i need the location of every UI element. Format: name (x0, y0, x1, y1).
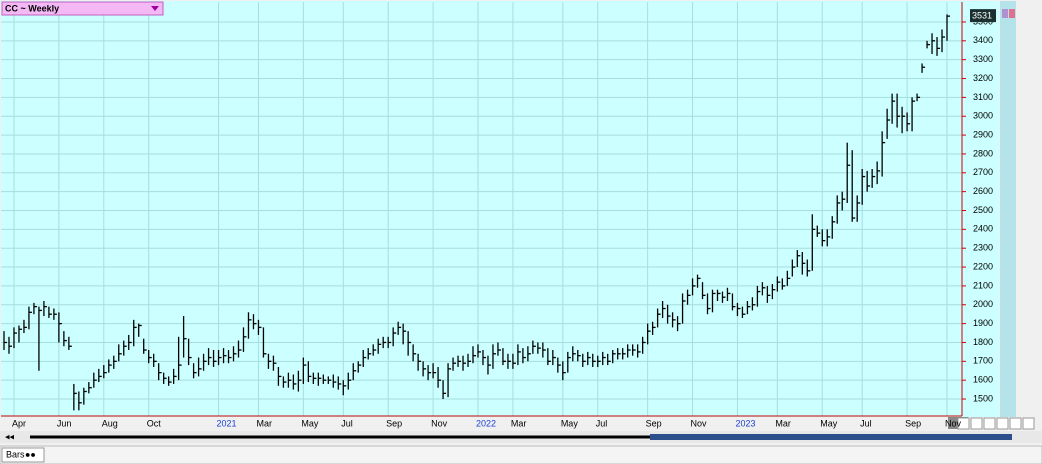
x-tick-label: Jun (57, 418, 72, 428)
y-tick-label: 2700 (973, 167, 993, 177)
plot-bg (1, 1, 999, 417)
status-bar (0, 445, 1042, 464)
y-tick-label: 2200 (973, 261, 993, 271)
tool-button[interactable] (1022, 417, 1035, 430)
x-tick-label: Sep (646, 418, 662, 428)
x-tick-label: Mar (511, 418, 527, 428)
x-tick-label: Jul (860, 418, 872, 428)
grid (1, 2, 962, 416)
bars-tab[interactable] (1, 447, 45, 463)
y-tick-label: 2000 (973, 299, 993, 309)
chart-title: CC ~ Weekly (5, 3, 59, 13)
y-tick-label: 2600 (973, 186, 993, 196)
x-tick-label: Nov (691, 418, 708, 428)
y-tick-label: 2400 (973, 224, 993, 234)
toolbar-buttons (957, 417, 1035, 430)
x-tick-label: 2023 (735, 418, 755, 428)
x-tick-label: May (561, 418, 579, 428)
y-tick-label: 2500 (973, 205, 993, 215)
x-tick-label: Aug (102, 418, 118, 428)
dropdown-arrow[interactable] (151, 6, 159, 11)
tool-button[interactable] (957, 417, 970, 430)
x-tick-label: Sep (905, 418, 921, 428)
title-box[interactable] (1, 1, 164, 16)
tool-button[interactable] (983, 417, 996, 430)
x-tick-label: Jul (596, 418, 608, 428)
x-tick-label: Mar (775, 418, 791, 428)
last-price-label: 3531 (972, 10, 992, 20)
y-tick-label: 2100 (973, 280, 993, 290)
x-tick-label: Sep (386, 418, 402, 428)
tool-button[interactable] (996, 417, 1009, 430)
y-tick-label: 2900 (973, 129, 993, 139)
x-tick-label: May (820, 418, 838, 428)
bars (3, 14, 950, 411)
x-tick-label: Nov (431, 418, 448, 428)
y-tick-label: 3200 (973, 73, 993, 83)
y-tick-label: 3400 (973, 35, 993, 45)
scroll-thumb[interactable] (650, 434, 1012, 440)
y-tick-label: 2300 (973, 243, 993, 253)
x-tick-label: Oct (147, 418, 162, 428)
tab-label: Bars (6, 449, 25, 459)
tool-button[interactable] (1009, 417, 1022, 430)
x-tick-label: Nov (945, 418, 962, 428)
y-tick-label: 1500 (973, 393, 993, 403)
y-tick-label: 1600 (973, 375, 993, 385)
y-tick-label: 1800 (973, 337, 993, 347)
x-tick-label: Jul (341, 418, 353, 428)
x-tick-label: 2021 (217, 418, 237, 428)
x-tick-label: Mar (256, 418, 272, 428)
y-tick-label: 1700 (973, 356, 993, 366)
x-tick-label: May (301, 418, 319, 428)
y-tick-label: 3100 (973, 92, 993, 102)
y-tick-label: 3000 (973, 111, 993, 121)
x-tick-label: 2022 (476, 418, 496, 428)
sell-icon[interactable] (1009, 9, 1015, 18)
buy-icon[interactable] (1002, 9, 1008, 18)
y-tick-label: 1900 (973, 318, 993, 328)
right-strip (1000, 1, 1016, 417)
tab-icon: ●● (25, 449, 36, 459)
last-price-box (970, 9, 996, 23)
scroll-left[interactable]: ◂◂ (5, 431, 15, 441)
x-tick-label: Apr (12, 418, 26, 428)
tool-button[interactable] (970, 417, 983, 430)
y-tick-label: 2800 (973, 148, 993, 158)
y-tick-label: 3300 (973, 54, 993, 64)
